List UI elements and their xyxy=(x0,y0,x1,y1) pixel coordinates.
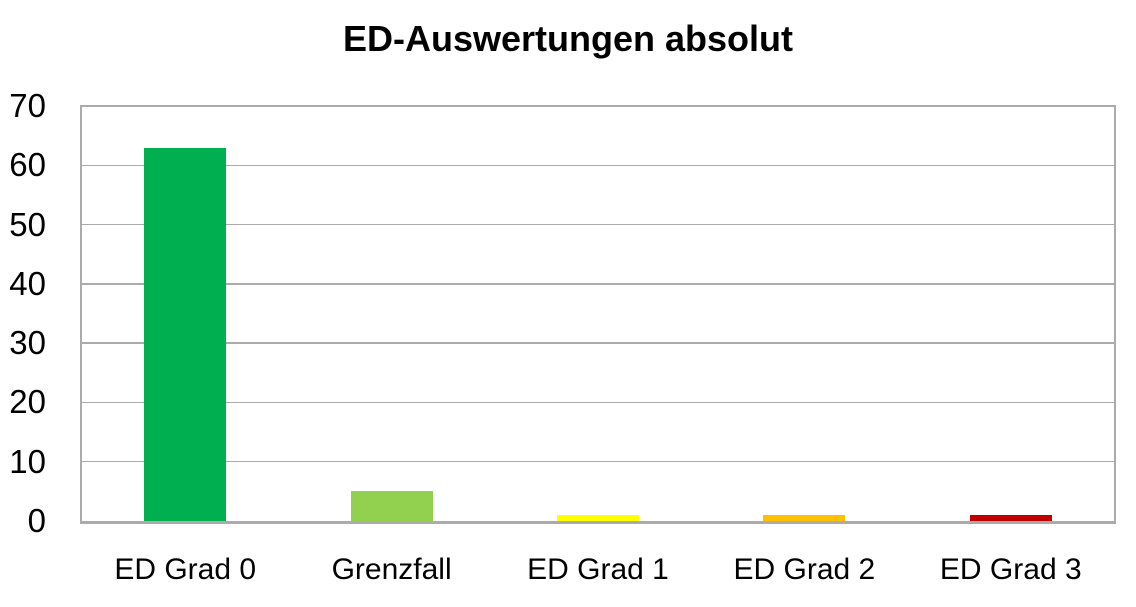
gridline xyxy=(82,401,1114,404)
x-axis-line xyxy=(80,521,1116,524)
y-tick-label: 50 xyxy=(9,205,46,243)
gridline xyxy=(82,164,1114,167)
plot-border-top xyxy=(80,105,1116,107)
x-category-label: ED Grad 0 xyxy=(114,553,257,586)
x-category-label: ED Grad 3 xyxy=(939,553,1082,586)
gridline xyxy=(82,223,1114,226)
bar-ed-grad-1 xyxy=(557,515,639,521)
y-tick-label: 0 xyxy=(27,502,46,539)
plot-border-right xyxy=(1114,105,1116,521)
gridline xyxy=(82,342,1114,344)
bar-ed-grad-0 xyxy=(144,147,227,521)
bar-grenzfall xyxy=(350,491,433,521)
chart-title: ED-Auswertungen absolut xyxy=(342,18,794,59)
y-tick-label: 40 xyxy=(9,264,46,302)
y-tick-label: 60 xyxy=(9,146,46,184)
x-category-label: ED Grad 1 xyxy=(527,553,669,586)
x-category-label: Grenzfall xyxy=(331,553,452,586)
y-tick-label: 30 xyxy=(9,324,46,362)
x-category-label: ED Grad 2 xyxy=(733,553,876,586)
plot-border-left xyxy=(80,105,82,521)
y-tick-label: 20 xyxy=(9,383,46,421)
y-tick-label: 70 xyxy=(9,87,46,124)
gridline xyxy=(82,283,1114,285)
y-tick-label: 10 xyxy=(9,442,46,480)
bar-ed-grad-3 xyxy=(969,515,1052,521)
bar-ed-grad-2 xyxy=(763,515,846,521)
gridline xyxy=(82,460,1114,463)
